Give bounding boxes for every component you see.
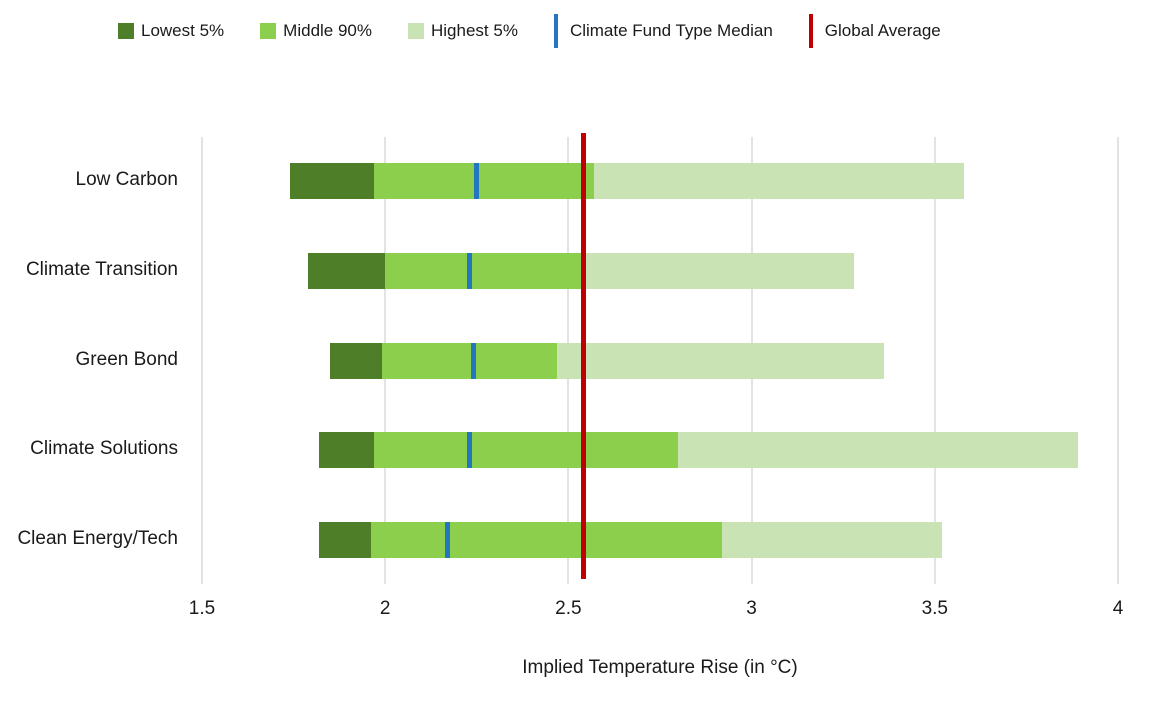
gridline-3.5 [933,137,936,584]
legend-label: Climate Fund Type Median [569,21,773,40]
global-average-line [580,133,586,579]
legend-swatch-icon [408,23,424,39]
median-tick [474,163,480,199]
x-tick-label: 4 [1112,598,1124,619]
bar-segment-lowest5 [330,342,382,379]
chart-legend: Lowest 5% Middle 90% Highest 5% Climate Fun… [118,14,941,48]
x-tick-label: 2.5 [555,598,582,619]
median-tick [466,432,472,469]
bar-segment-middle90 [374,432,679,469]
legend-label: Lowest 5% [141,21,225,40]
median-tick [444,522,450,558]
bar-segment-highest5 [557,342,884,379]
bar-segment-lowest5 [289,163,375,199]
bar-segment-middle90 [374,163,595,199]
bar-segment-lowest5 [319,432,375,469]
bar-segment-highest5 [722,522,943,558]
bar-segment-middle90 [385,252,584,289]
category-label: Green Bond [75,348,178,370]
bar-segment-highest5 [583,252,855,289]
bar-segment-lowest5 [308,252,386,289]
legend-item-lowest5: Lowest 5% [118,21,224,41]
legend-swatch-icon [118,23,134,39]
plot-area [201,133,1119,584]
bar-segment-highest5 [594,163,965,199]
legend-item-global_average: Global Average [808,14,941,48]
legend-label: Highest 5% [431,21,518,40]
legend-line-icon [553,14,558,48]
median-tick [470,342,476,379]
legend-label: Global Average [824,21,941,40]
bar-segment-lowest5 [319,522,371,558]
x-tick-label: 3.5 [921,598,948,619]
bar-segment-highest5 [678,432,1078,469]
legend-item-middle90: Middle 90% [260,21,372,41]
legend-swatch-icon [260,23,277,39]
legend-line-icon [808,14,813,48]
legend-item-highest5: Highest 5% [408,21,518,41]
gridline-4 [1117,137,1119,584]
category-label: Climate Transition [25,258,178,280]
x-tick-label: 2 [379,598,391,619]
x-tick-label: 1.5 [188,598,216,619]
category-label: Clean Energy/Tech [17,528,178,549]
category-label: Low Carbon [75,169,178,190]
legend-item-median: Climate Fund Type Median [553,14,773,48]
x-axis-title: Implied Temperature Rise (in °C) [522,657,798,678]
bar-segment-middle90 [381,342,558,379]
bar-segment-middle90 [370,522,723,558]
x-tick-label: 3 [746,598,757,619]
median-tick [466,252,472,289]
category-label: Climate Solutions [30,438,178,460]
legend-label: Middle 90% [283,21,372,40]
gridline-1.5 [201,137,203,584]
